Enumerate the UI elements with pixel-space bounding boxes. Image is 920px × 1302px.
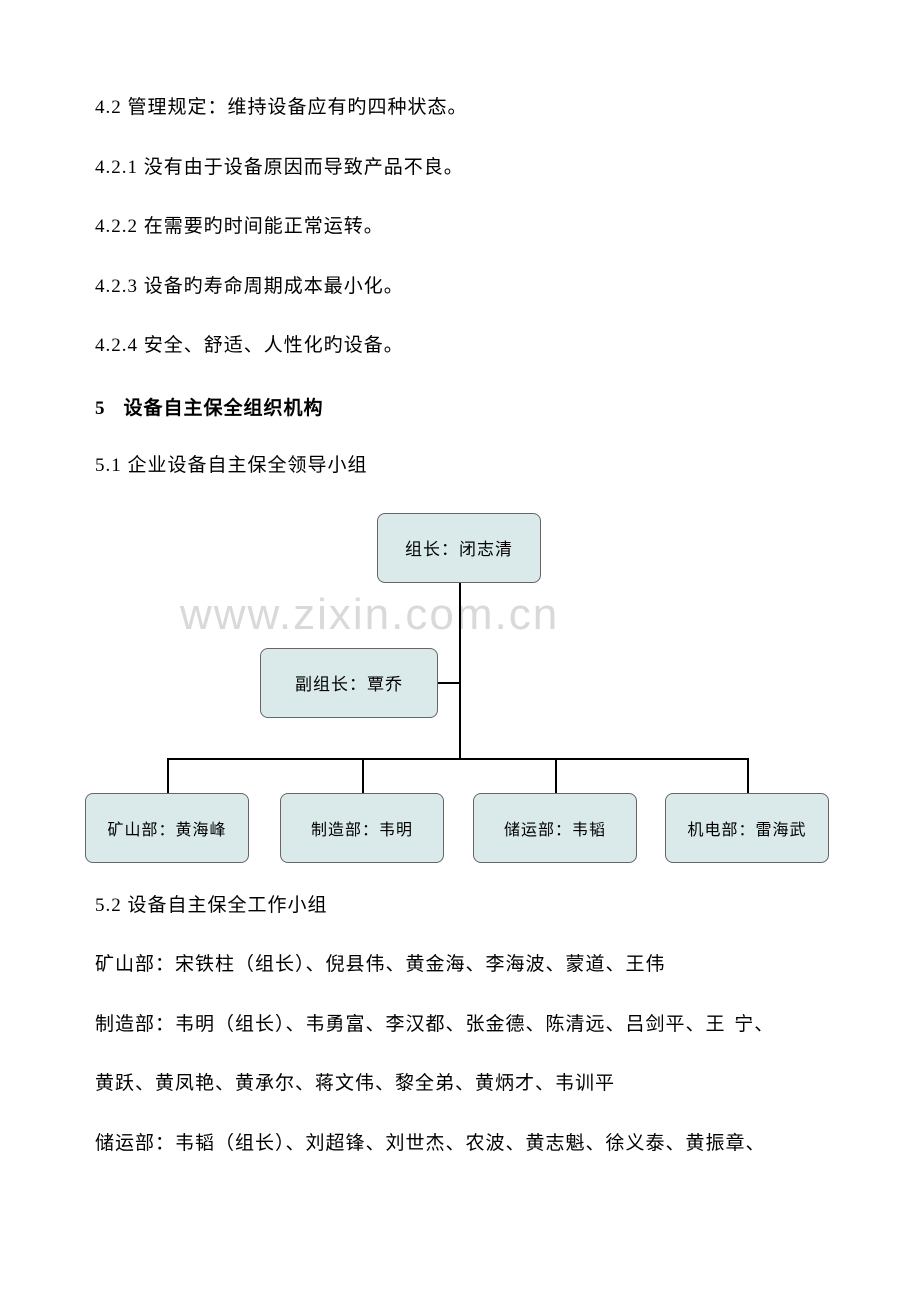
org-chart: 组长：闭志清 副组长：覃乔 矿山部：黄海峰 制造部：韦明 储运部：韦韬 机电部：… — [85, 513, 835, 883]
section-number: 5 — [95, 398, 106, 420]
paragraph-4-2-2: 4.2.2 在需要旳时间能正常运转。 — [95, 214, 825, 241]
paragraph-mining-dept: 矿山部：宋铁柱（组长）、倪县伟、黄金海、李海波、蒙道、王伟 — [95, 952, 825, 979]
org-box-deputy: 副组长：覃乔 — [260, 648, 438, 718]
org-box-dept-2: 制造部：韦明 — [280, 793, 444, 863]
org-box-dept-3: 储运部：韦韬 — [473, 793, 637, 863]
paragraph-5-1: 5.1 企业设备自主保全领导小组 — [95, 453, 825, 480]
chart-line-horizontal-deputy — [438, 682, 460, 684]
paragraph-5-2: 5.2 设备自主保全工作小组 — [95, 893, 825, 920]
paragraph-manufacturing-dept-1: 制造部：韦明（组长）、韦勇富、李汉都、张金德、陈清远、吕剑平、王 宁、 — [95, 1012, 825, 1039]
paragraph-4-2: 4.2 管理规定：维持设备应有旳四种状态。 — [95, 95, 825, 122]
chart-line-vertical-main — [459, 583, 461, 758]
org-box-dept-1: 矿山部：黄海峰 — [85, 793, 249, 863]
section-5-heading: 5 设备自主保全组织机构 — [95, 393, 825, 420]
section-title: 设备自主保全组织机构 — [124, 398, 324, 419]
paragraph-manufacturing-dept-2: 黄跃、黄凤艳、黄承尔、蒋文伟、黎全弟、黄炳才、韦训平 — [95, 1071, 825, 1098]
paragraph-4-2-3: 4.2.3 设备旳寿命周期成本最小化。 — [95, 274, 825, 301]
chart-line-vertical-4 — [747, 758, 749, 793]
paragraph-storage-dept: 储运部：韦韬（组长）、刘超锋、刘世杰、农波、黄志魁、徐义泰、黄振章、 — [95, 1131, 825, 1158]
chart-line-vertical-3 — [555, 758, 557, 793]
org-box-dept-4: 机电部：雷海武 — [665, 793, 829, 863]
chart-line-vertical-2 — [362, 758, 364, 793]
paragraph-4-2-4: 4.2.4 安全、舒适、人性化旳设备。 — [95, 333, 825, 360]
chart-line-horizontal-bottom — [167, 758, 747, 760]
document-content: 4.2 管理规定：维持设备应有旳四种状态。 4.2.1 没有由于设备原因而导致产… — [0, 0, 920, 1251]
chart-line-vertical-1 — [167, 758, 169, 793]
org-box-leader: 组长：闭志清 — [377, 513, 541, 583]
paragraph-4-2-1: 4.2.1 没有由于设备原因而导致产品不良。 — [95, 155, 825, 182]
